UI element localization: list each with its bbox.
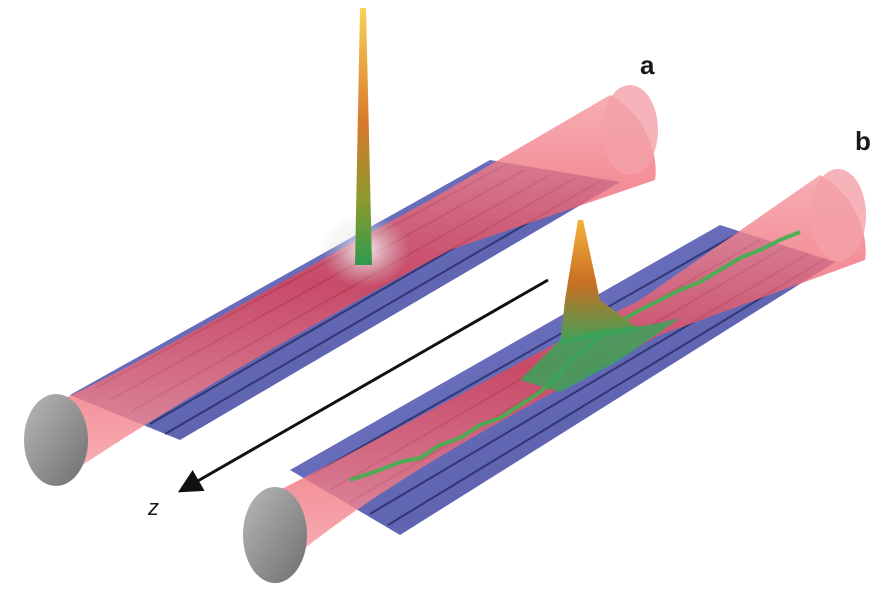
z-axis-label: z bbox=[147, 495, 159, 520]
panel-label-b: b bbox=[855, 126, 871, 156]
panel-b-beam-far-flare bbox=[810, 169, 866, 261]
panel-b-beam-end-cap bbox=[243, 487, 307, 583]
panel-label-a: a bbox=[640, 50, 655, 80]
panel-a-spike bbox=[355, 8, 372, 265]
panel-a-beam-end-cap bbox=[24, 394, 88, 486]
panel-a-beam-far-flare bbox=[602, 85, 658, 175]
